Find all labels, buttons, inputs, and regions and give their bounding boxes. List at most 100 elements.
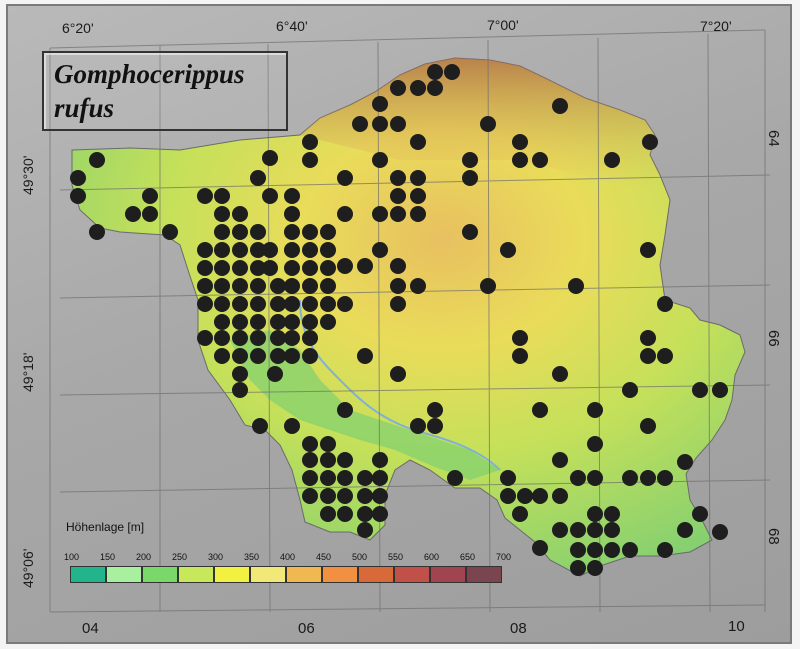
occurrence-dot: [250, 260, 266, 276]
occurrence-dot: [284, 296, 300, 312]
occurrence-dot: [677, 454, 693, 470]
coord-top-1: 6°20': [62, 20, 94, 36]
occurrence-dot: [587, 436, 603, 452]
occurrence-dot: [337, 488, 353, 504]
occurrence-dot: [532, 540, 548, 556]
occurrence-dot: [640, 330, 656, 346]
occurrence-dot: [270, 278, 286, 294]
occurrence-dot: [89, 224, 105, 240]
map-title-box: Gomphocerippus rufus: [42, 51, 288, 131]
legend-tick-600: 600: [424, 552, 440, 562]
occurrence-dot: [640, 470, 656, 486]
occurrence-dot: [480, 278, 496, 294]
occurrence-dot: [250, 330, 266, 346]
occurrence-dot: [570, 522, 586, 538]
legend-title: Höhenlage [m]: [66, 520, 145, 534]
coord-left-1: 49°30': [20, 155, 36, 195]
occurrence-dot: [250, 314, 266, 330]
occurrence-dot: [214, 224, 230, 240]
occurrence-dot: [390, 170, 406, 186]
legend-tick-450: 450: [316, 552, 332, 562]
occurrence-dot: [162, 224, 178, 240]
occurrence-dot: [500, 488, 516, 504]
occurrence-dot: [357, 488, 373, 504]
occurrence-dot: [462, 152, 478, 168]
occurrence-dot: [302, 470, 318, 486]
occurrence-dot: [552, 452, 568, 468]
occurrence-dot: [410, 278, 426, 294]
occurrence-dot: [214, 348, 230, 364]
occurrence-dot: [320, 242, 336, 258]
occurrence-dot: [320, 436, 336, 452]
occurrence-dot: [390, 188, 406, 204]
occurrence-dot: [692, 506, 708, 522]
legend-swatch-250: [178, 566, 214, 583]
legend-tick-150: 150: [100, 552, 116, 562]
occurrence-dot: [390, 116, 406, 132]
occurrence-dot: [604, 152, 620, 168]
legend-swatch-350: [250, 566, 286, 583]
legend-swatch-550: [394, 566, 430, 583]
species-title-genus: Gomphocerippus: [54, 59, 245, 89]
occurrence-dot: [372, 506, 388, 522]
occurrence-dot: [372, 206, 388, 222]
occurrence-dot: [284, 224, 300, 240]
occurrence-dot: [642, 134, 658, 150]
occurrence-dot: [270, 296, 286, 312]
legend-swatch-600: [430, 566, 466, 583]
river-saar: [299, 299, 501, 471]
occurrence-dot: [232, 296, 248, 312]
occurrence-dot: [197, 260, 213, 276]
occurrence-dot: [447, 470, 463, 486]
occurrence-dot: [320, 314, 336, 330]
occurrence-dot: [587, 470, 603, 486]
occurrence-dot: [390, 206, 406, 222]
occurrence-dot: [604, 542, 620, 558]
occurrence-dot: [302, 436, 318, 452]
occurrence-dot: [284, 242, 300, 258]
occurrence-dot: [302, 278, 318, 294]
occurrence-dot: [197, 242, 213, 258]
occurrence-dot: [500, 470, 516, 486]
occurrence-dot: [657, 542, 673, 558]
occurrence-dot: [532, 152, 548, 168]
occurrence-dot: [197, 330, 213, 346]
occurrence-dot: [320, 224, 336, 240]
occurrence-dot: [270, 330, 286, 346]
grid-bottom-06: 06: [298, 620, 315, 637]
occurrence-dot: [214, 314, 230, 330]
occurrence-dot: [568, 278, 584, 294]
occurrence-dot: [640, 348, 656, 364]
occurrence-dot: [70, 170, 86, 186]
occurrence-dot: [302, 224, 318, 240]
occurrence-dot: [512, 348, 528, 364]
grid-bottom-10: 10: [728, 618, 745, 635]
occurrence-dot: [532, 488, 548, 504]
occurrence-dot: [410, 188, 426, 204]
occurrence-dot: [250, 296, 266, 312]
legend-tick-100: 100: [64, 552, 80, 562]
coord-left-3: 49°06': [20, 548, 36, 588]
occurrence-dot: [250, 170, 266, 186]
occurrence-dot: [372, 470, 388, 486]
occurrence-dot: [262, 188, 278, 204]
occurrence-dot: [302, 452, 318, 468]
occurrence-dot: [284, 188, 300, 204]
occurrence-dot: [622, 470, 638, 486]
occurrence-dot: [197, 278, 213, 294]
occurrence-dot: [552, 522, 568, 538]
legend-tick-550: 550: [388, 552, 404, 562]
legend-swatch-100: [70, 566, 106, 583]
occurrence-dot: [517, 488, 533, 504]
occurrence-dot: [692, 382, 708, 398]
legend-tick-300: 300: [208, 552, 224, 562]
occurrence-dot: [302, 242, 318, 258]
occurrence-dot: [390, 296, 406, 312]
occurrence-dot: [70, 188, 86, 204]
occurrence-dot: [337, 258, 353, 274]
occurrence-dot: [357, 258, 373, 274]
occurrence-dot: [410, 206, 426, 222]
occurrence-dot: [302, 260, 318, 276]
occurrence-dot: [337, 452, 353, 468]
grid-bottom-04: 04: [82, 620, 99, 637]
